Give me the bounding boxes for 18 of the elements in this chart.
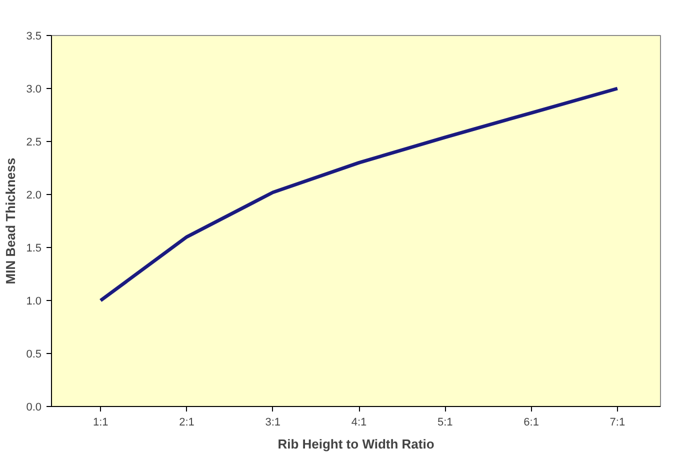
line-series <box>98 86 620 302</box>
x-tick-label: 3:1 <box>265 416 281 428</box>
x-tick-label: 2:1 <box>179 416 194 428</box>
x-tick-label: 4:1 <box>351 416 367 428</box>
y-axis-title: MIN Bead Thickness <box>3 158 18 284</box>
y-tick-label: 3.0 <box>26 84 42 96</box>
x-tick-label: 7:1 <box>610 416 626 428</box>
y-tick-label: 3.5 <box>26 30 42 42</box>
y-tick-label: 2.0 <box>26 190 42 202</box>
y-tick-label: 0.5 <box>26 348 42 360</box>
y-tick-label: 0.0 <box>26 402 42 414</box>
y-tick-label: 2.5 <box>26 136 42 148</box>
y-tick-label: 1.0 <box>26 296 42 308</box>
x-tick-label: 6:1 <box>524 416 539 428</box>
x-axis-title: Rib Height to Width Ratio <box>278 436 434 452</box>
y-tick-label: 1.5 <box>26 242 42 254</box>
x-tick-label: 1:1 <box>92 416 108 428</box>
x-tick-label: 5:1 <box>438 416 453 428</box>
